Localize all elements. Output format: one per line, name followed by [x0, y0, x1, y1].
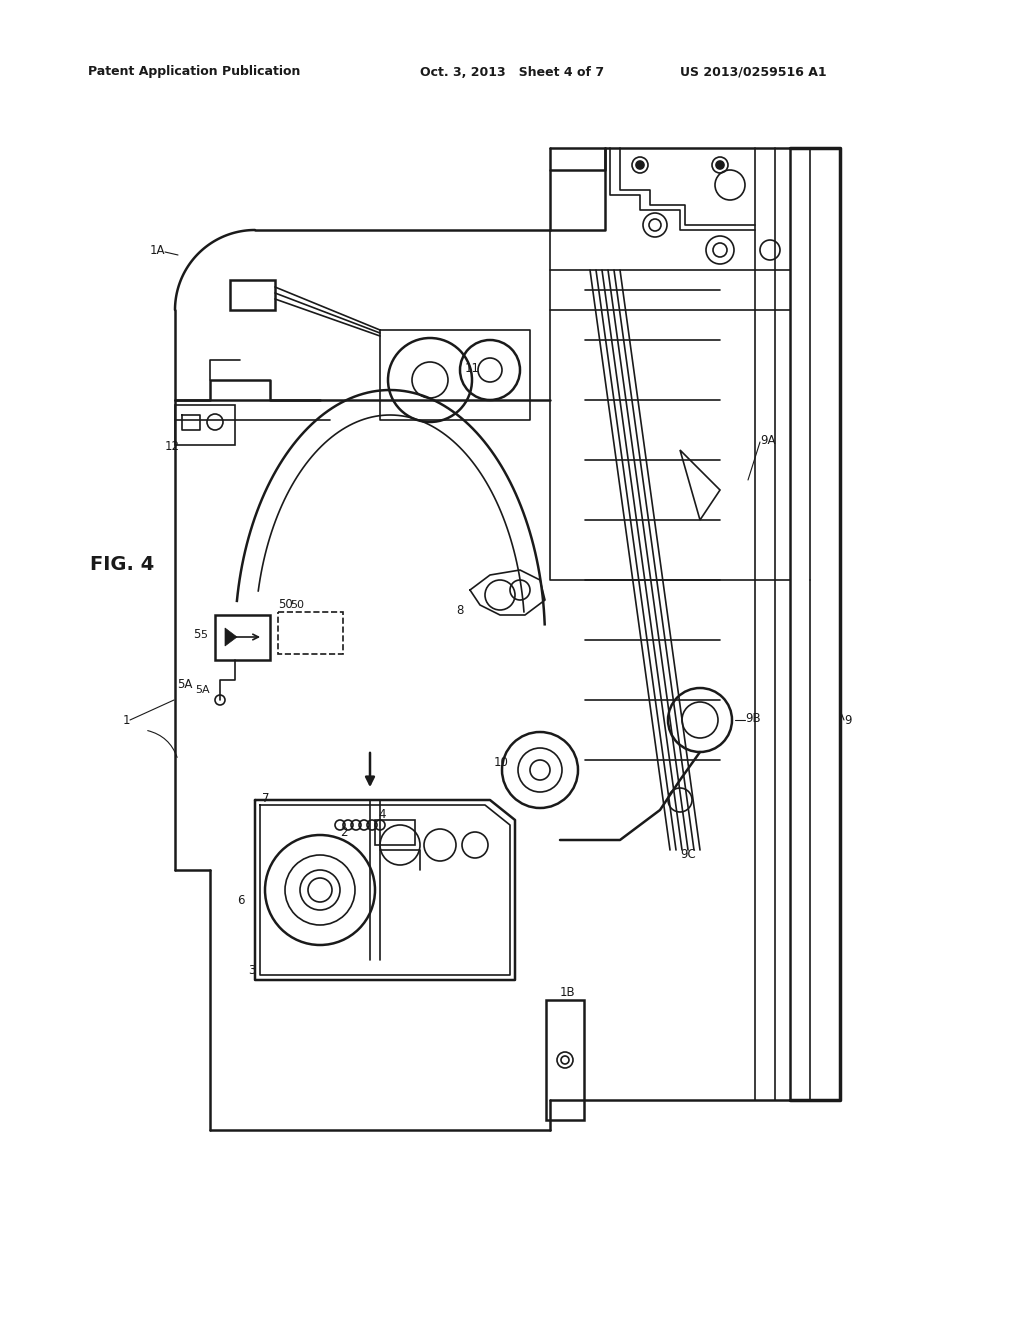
Circle shape — [557, 1052, 573, 1068]
Text: Oct. 3, 2013   Sheet 4 of 7: Oct. 3, 2013 Sheet 4 of 7 — [420, 66, 604, 78]
Text: 2: 2 — [340, 825, 347, 838]
Text: 1: 1 — [123, 714, 130, 726]
Bar — [278, 612, 343, 653]
Text: 3: 3 — [248, 964, 255, 977]
Text: 8: 8 — [456, 603, 464, 616]
Text: 7: 7 — [262, 792, 269, 804]
Circle shape — [716, 161, 724, 169]
Text: 5A: 5A — [177, 678, 193, 692]
Polygon shape — [225, 628, 237, 645]
Text: 12: 12 — [165, 441, 180, 454]
Text: 9C: 9C — [680, 849, 695, 862]
Text: 10: 10 — [494, 755, 509, 768]
Bar — [230, 280, 275, 310]
Text: 9: 9 — [844, 714, 852, 726]
Bar — [215, 615, 270, 660]
Text: 5: 5 — [200, 630, 207, 640]
Text: 11: 11 — [465, 362, 480, 375]
Text: 5A: 5A — [195, 685, 210, 696]
Text: Patent Application Publication: Patent Application Publication — [88, 66, 300, 78]
Text: FIG. 4: FIG. 4 — [90, 556, 155, 574]
Text: 50: 50 — [290, 601, 304, 610]
Circle shape — [636, 161, 644, 169]
Bar — [546, 1001, 584, 1119]
Text: 1B: 1B — [560, 986, 575, 998]
Text: US 2013/0259516 A1: US 2013/0259516 A1 — [680, 66, 826, 78]
Text: 6: 6 — [238, 894, 245, 907]
Text: 1A: 1A — [150, 243, 165, 256]
Bar — [175, 405, 234, 445]
Text: 9A: 9A — [760, 433, 775, 446]
Text: 5: 5 — [193, 628, 200, 642]
Bar — [375, 820, 415, 845]
Text: 9B: 9B — [745, 711, 761, 725]
Text: 4: 4 — [378, 808, 385, 821]
Text: 50: 50 — [278, 598, 293, 611]
